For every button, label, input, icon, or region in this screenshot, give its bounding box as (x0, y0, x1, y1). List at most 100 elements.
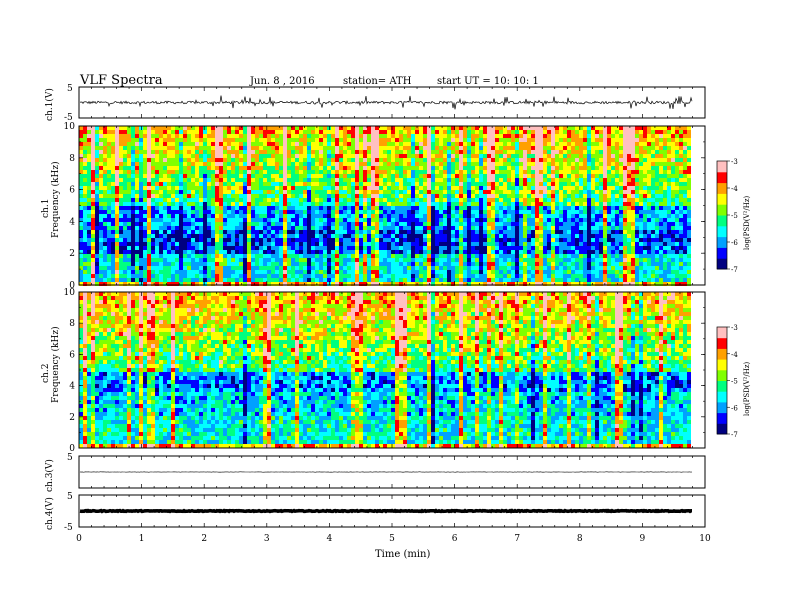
spectrogram-cell (439, 146, 443, 150)
spectrogram-cell (535, 154, 539, 158)
spectrogram-cell (299, 198, 303, 202)
spectrogram-cell (531, 138, 535, 142)
spectrogram-cell (99, 154, 103, 158)
spectrogram-cell (263, 194, 267, 198)
spectrogram-cell (323, 182, 327, 186)
spectrogram-cell (503, 182, 507, 186)
spectrogram-cell (559, 138, 563, 142)
spectrogram-cell (247, 190, 251, 194)
spectrogram-cell (99, 142, 103, 146)
spectrogram-cell (267, 142, 271, 146)
spectrogram-cell (575, 194, 579, 198)
spectrogram-cell (123, 162, 127, 166)
spectrogram-cell (627, 158, 631, 162)
spectrogram-cell (107, 210, 111, 214)
spectrogram-cell (531, 202, 535, 206)
spectrogram-cell (483, 206, 487, 210)
spectrogram-cell (611, 170, 615, 174)
spectrogram-cell (231, 142, 235, 146)
spectrogram-cell (311, 202, 315, 206)
spectrogram-cell (367, 194, 371, 198)
spectrogram-cell (467, 246, 471, 250)
spectrogram-cell (451, 250, 455, 254)
spectrogram-cell (79, 226, 83, 230)
spectrogram-cell (479, 234, 483, 238)
spectrogram-cell (655, 166, 659, 170)
spectrogram-cell (459, 174, 463, 178)
spectrogram-cell (679, 214, 683, 218)
spectrogram-cell (475, 190, 479, 194)
spectrogram-cell (175, 222, 179, 226)
spectrogram-cell (511, 134, 515, 138)
spectrogram-cell (331, 154, 335, 158)
spectrogram-cell (491, 230, 495, 234)
spectrogram-cell (279, 234, 283, 238)
spectrogram-cell (355, 158, 359, 162)
spectrogram-cell (127, 130, 131, 134)
spectrogram-cell (223, 194, 227, 198)
spectrogram-cell (463, 218, 467, 222)
spectrogram-cell (443, 230, 447, 234)
spectrogram-cell (127, 194, 131, 198)
spectrogram-cell (555, 186, 559, 190)
spectrogram-cell (663, 182, 667, 186)
spectrogram-cell (655, 194, 659, 198)
spectrogram-cell (507, 202, 511, 206)
spectrogram-cell (415, 182, 419, 186)
spectrogram-cell (371, 214, 375, 218)
spectrogram-cell (403, 230, 407, 234)
spectrogram-cell (327, 154, 331, 158)
spectrogram-cell (587, 138, 591, 142)
spectrogram-cell (491, 142, 495, 146)
spectrogram-cell (635, 194, 639, 198)
spectrogram-cell (583, 190, 587, 194)
spectrogram-cell (523, 134, 527, 138)
spectrogram-cell (347, 234, 351, 238)
spectrogram-cell (607, 170, 611, 174)
spectrogram-cell (575, 230, 579, 234)
spectrogram-cell (379, 194, 383, 198)
spectrogram-cell (187, 238, 191, 242)
spectrogram-cell (503, 238, 507, 242)
spectrogram-cell (667, 134, 671, 138)
spectrogram-cell (623, 162, 627, 166)
spectrogram-cell (79, 162, 83, 166)
spectrogram-cell (643, 242, 647, 246)
spectrogram-cell (667, 238, 671, 242)
spectrogram-cell (563, 154, 567, 158)
spectrogram-cell (655, 154, 659, 158)
spectrogram-cell (491, 162, 495, 166)
spectrogram-cell (107, 162, 111, 166)
spectrogram-cell (291, 242, 295, 246)
spectrogram-cell (543, 206, 547, 210)
spectrogram-cell (203, 234, 207, 238)
spectrogram-cell (555, 166, 559, 170)
spectrogram-cell (139, 214, 143, 218)
spectrogram-cell (95, 154, 99, 158)
spectrogram-cell (563, 226, 567, 230)
spectrogram-cell (187, 250, 191, 254)
spectrogram-cell (503, 130, 507, 134)
spectrogram-cell (483, 234, 487, 238)
spectrogram-cell (611, 190, 615, 194)
spectrogram-cell (687, 158, 691, 162)
spectrogram-cell (355, 142, 359, 146)
spectrogram-cell (343, 134, 347, 138)
spectrogram-cell (83, 222, 87, 226)
spectrogram-cell (567, 198, 571, 202)
spectrogram-cell (131, 198, 135, 202)
spectrogram-cell (271, 218, 275, 222)
spectrogram-cell (123, 146, 127, 150)
spectrogram-cell (571, 242, 575, 246)
spectrogram-cell (387, 158, 391, 162)
spectrogram-cell (267, 238, 271, 242)
spectrogram-cell (235, 174, 239, 178)
spectrogram-cell (443, 170, 447, 174)
spectrogram-cell (111, 226, 115, 230)
spectrogram-cell (315, 182, 319, 186)
spectrogram-cell (203, 146, 207, 150)
spectrogram-cell (443, 158, 447, 162)
spectrogram-cell (227, 198, 231, 202)
spectrogram-cell (479, 194, 483, 198)
spectrogram-cell (227, 150, 231, 154)
